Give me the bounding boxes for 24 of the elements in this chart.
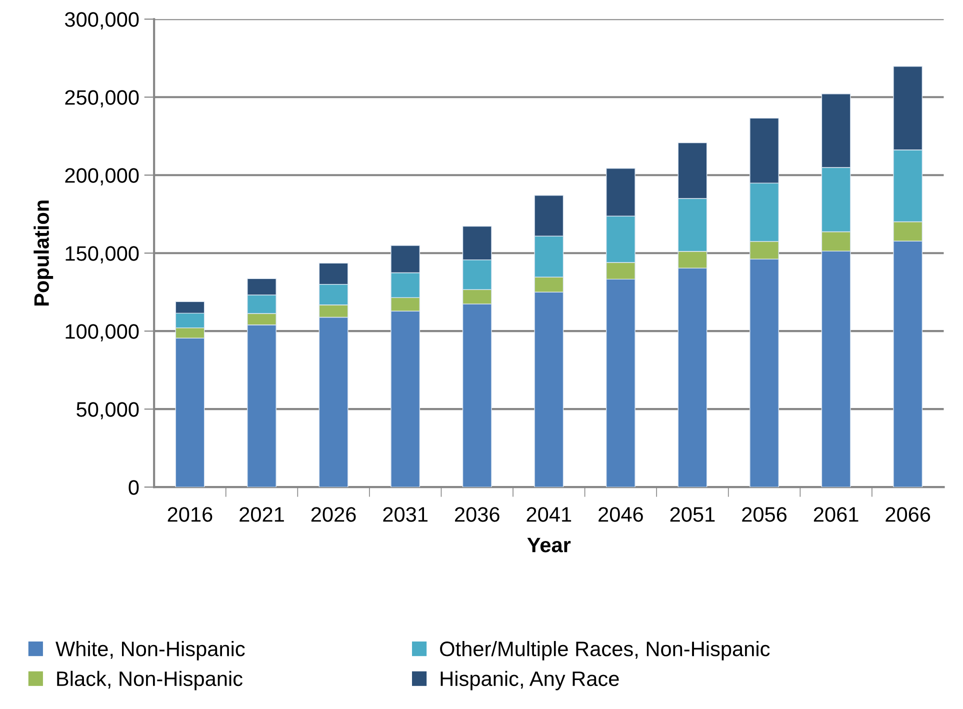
y-tick-label: 100,000 <box>66 324 139 342</box>
x-tick-label: 2031 <box>383 507 428 522</box>
y-tick-label: 300,000 <box>64 12 139 30</box>
x-tick-label: 2041 <box>526 507 572 522</box>
x-tick-label: 2051 <box>670 507 715 522</box>
x-tick-label: 2016 <box>168 507 212 522</box>
legend-label: Other/Multiple Races, Non-Hispanic <box>440 640 770 660</box>
x-tick-label: 2056 <box>742 507 787 522</box>
legend-label: White, Non-Hispanic <box>56 640 245 660</box>
x-tick-label: 2046 <box>598 507 643 522</box>
x-tick-label: 2061 <box>814 507 858 522</box>
y-tick-label: 50,000 <box>76 402 139 420</box>
x-tick-label: 2066 <box>886 507 930 522</box>
y-axis-title: Population <box>34 200 54 306</box>
x-tick-label: 2026 <box>311 507 356 522</box>
y-tick-label: 150,000 <box>66 246 139 264</box>
y-tick-label: 0 <box>128 480 139 495</box>
y-tick-label: 250,000 <box>65 90 139 108</box>
y-tick-label: 200,000 <box>65 168 139 186</box>
legend-label: Hispanic, Any Race <box>440 670 619 690</box>
x-tick-label: 2021 <box>240 507 284 522</box>
legend-label: Black, Non-Hispanic <box>57 670 242 690</box>
x-tick-label: 2036 <box>455 507 500 522</box>
x-axis-title: Year <box>527 538 571 552</box>
